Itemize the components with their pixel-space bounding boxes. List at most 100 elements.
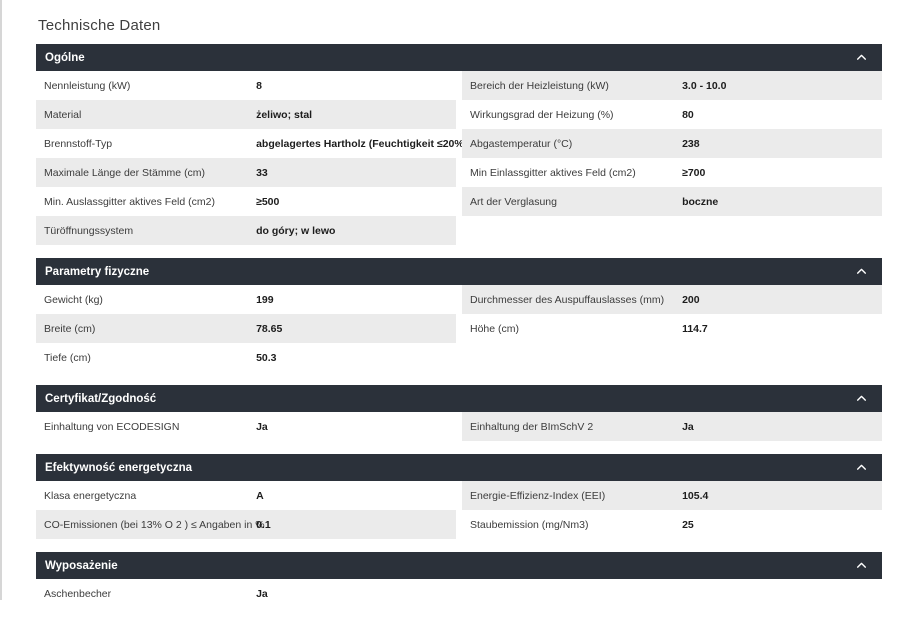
spec-row: Maximale Länge der Stämme (cm) 33	[36, 158, 456, 187]
spec-row: CO-Emissionen (bei 13% O 2 ) ≤ Angaben i…	[36, 510, 456, 539]
spec-section: Efektywność energetyczna Klasa energetyc…	[36, 454, 882, 539]
spec-value: 78.65	[256, 322, 283, 335]
chevron-up-icon[interactable]	[855, 559, 868, 572]
spec-row: Nennleistung (kW) 8	[36, 71, 456, 100]
spec-value: A	[256, 489, 264, 502]
spec-value: 50.3	[256, 351, 277, 364]
chevron-up-icon[interactable]	[855, 51, 868, 64]
spec-value: Ja	[256, 587, 268, 600]
spec-column-right: Einhaltung der BImSchV 2 Ja	[462, 412, 882, 441]
spec-section: Ogólne Nennleistung (kW) 8 Material żeli…	[36, 44, 882, 245]
spec-row: Brennstoff-Typ abgelagertes Hartholz (Fe…	[36, 129, 467, 158]
section-body: Klasa energetyczna A CO-Emissionen (bei …	[36, 481, 882, 539]
spec-label: Maximale Länge der Stämme (cm)	[44, 166, 206, 179]
spec-column-right	[462, 579, 882, 608]
spec-column-left: Gewicht (kg) 199 Breite (cm) 78.65 Tiefe…	[36, 285, 456, 372]
spec-label: Durchmesser des Auspuffauslasses (mm)	[470, 293, 665, 306]
spec-label: Aschenbecher	[44, 587, 112, 600]
section-title: Certyfikat/Zgodność	[45, 392, 157, 405]
spec-label: Türöffnungssystem	[44, 224, 134, 237]
spec-row: Tiefe (cm) 50.3	[36, 343, 456, 372]
spec-row: Gewicht (kg) 199	[36, 285, 456, 314]
spec-value: 80	[682, 108, 694, 121]
spec-row: Abgastemperatur (°C) 238	[462, 129, 882, 158]
spec-label: Material	[44, 108, 82, 121]
spec-label: Einhaltung der BImSchV 2	[470, 420, 594, 433]
spec-label: Höhe (cm)	[470, 322, 520, 335]
spec-value: Ja	[256, 420, 268, 433]
spec-row: Bereich der Heizleistung (kW) 3.0 - 10.0	[462, 71, 882, 100]
spec-label: Abgastemperatur (°C)	[470, 137, 573, 150]
spec-label: Tiefe (cm)	[44, 351, 91, 364]
spec-row: Höhe (cm) 114.7	[462, 314, 882, 343]
spec-row: Breite (cm) 78.65	[36, 314, 456, 343]
spec-value: 8	[256, 79, 262, 92]
spec-value: ≥500	[256, 195, 280, 208]
section-title: Wyposażenie	[45, 559, 118, 572]
spec-value: boczne	[682, 195, 719, 208]
spec-value: 105.4	[682, 489, 709, 502]
section-body: Einhaltung von ECODESIGN Ja Einhaltung d…	[36, 412, 882, 441]
spec-row: Energie-Effizienz-Index (EEI) 105.4	[462, 481, 882, 510]
section-title: Parametry fizyczne	[45, 265, 150, 278]
spec-section: Parametry fizyczne Gewicht (kg) 199 Brei…	[36, 258, 882, 372]
spec-value: żeliwo; stal	[256, 108, 313, 121]
spec-value: 200	[682, 293, 700, 306]
spec-label: CO-Emissionen (bei 13% O 2 ) ≤ Angaben i…	[44, 518, 265, 531]
spec-row: Türöffnungssystem do góry; w lewo	[36, 216, 456, 245]
section-header[interactable]: Efektywność energetyczna	[36, 454, 882, 481]
spec-accordion: Ogólne Nennleistung (kW) 8 Material żeli…	[36, 44, 882, 608]
spec-column-right: Bereich der Heizleistung (kW) 3.0 - 10.0…	[462, 71, 882, 245]
spec-label: Art der Verglasung	[470, 195, 557, 208]
spec-label: Brennstoff-Typ	[44, 137, 113, 150]
technical-data-panel: Technische Daten Ogólne Nennleistung (kW…	[36, 0, 882, 621]
spec-value: 25	[682, 518, 694, 531]
section-header[interactable]: Certyfikat/Zgodność	[36, 385, 882, 412]
spec-value: 199	[256, 293, 274, 306]
page-left-edge	[0, 0, 2, 600]
section-title: Ogólne	[45, 51, 85, 64]
chevron-up-icon[interactable]	[855, 461, 868, 474]
spec-label: Min Einlassgitter aktives Feld (cm2)	[470, 166, 636, 179]
spec-label: Wirkungsgrad der Heizung (%)	[470, 108, 614, 121]
spec-column-right: Energie-Effizienz-Index (EEI) 105.4 Stau…	[462, 481, 882, 539]
chevron-up-icon[interactable]	[855, 265, 868, 278]
spec-column-left: Klasa energetyczna A CO-Emissionen (bei …	[36, 481, 456, 539]
spec-value: 238	[682, 137, 700, 150]
spec-label: Staubemission (mg/Nm3)	[470, 518, 589, 531]
section-title: Efektywność energetyczna	[45, 461, 193, 474]
spec-row: Klasa energetyczna A	[36, 481, 456, 510]
spec-column-right: Durchmesser des Auspuffauslasses (mm) 20…	[462, 285, 882, 372]
spec-value: ≥700	[682, 166, 706, 179]
spec-label: Einhaltung von ECODESIGN	[44, 420, 180, 433]
page-title: Technische Daten	[38, 17, 161, 34]
spec-column-left: Nennleistung (kW) 8 Material żeliwo; sta…	[36, 71, 467, 245]
spec-label: Klasa energetyczna	[44, 489, 137, 502]
section-header[interactable]: Wyposażenie	[36, 552, 882, 579]
spec-label: Gewicht (kg)	[44, 293, 103, 306]
spec-section: Certyfikat/Zgodność Einhaltung von ECODE…	[36, 385, 882, 441]
spec-row: Min Einlassgitter aktives Feld (cm2) ≥70…	[462, 158, 882, 187]
spec-value: 3.0 - 10.0	[682, 79, 727, 92]
spec-label: Min. Auslassgitter aktives Feld (cm2)	[44, 195, 215, 208]
spec-row: Durchmesser des Auspuffauslasses (mm) 20…	[462, 285, 882, 314]
spec-value: Ja	[682, 420, 694, 433]
spec-row: Min. Auslassgitter aktives Feld (cm2) ≥5…	[36, 187, 456, 216]
spec-row: Einhaltung der BImSchV 2 Ja	[462, 412, 882, 441]
section-header[interactable]: Ogólne	[36, 44, 882, 71]
section-body: Gewicht (kg) 199 Breite (cm) 78.65 Tiefe…	[36, 285, 882, 372]
spec-value: 33	[256, 166, 268, 179]
spec-column-left: Einhaltung von ECODESIGN Ja	[36, 412, 456, 441]
spec-row: Wirkungsgrad der Heizung (%) 80	[462, 100, 882, 129]
spec-row: Einhaltung von ECODESIGN Ja	[36, 412, 456, 441]
spec-label: Energie-Effizienz-Index (EEI)	[470, 489, 606, 502]
chevron-up-icon[interactable]	[855, 392, 868, 405]
spec-value: abgelagertes Hartholz (Feuchtigkeit ≤20%…	[256, 137, 468, 150]
spec-value: 114.7	[682, 322, 708, 335]
section-header[interactable]: Parametry fizyczne	[36, 258, 882, 285]
spec-row: Aschenbecher Ja	[36, 579, 456, 608]
spec-label: Breite (cm)	[44, 322, 96, 335]
section-body: Aschenbecher Ja	[36, 579, 882, 608]
spec-value: do góry; w lewo	[256, 224, 336, 237]
spec-value: 0.1	[256, 518, 271, 531]
